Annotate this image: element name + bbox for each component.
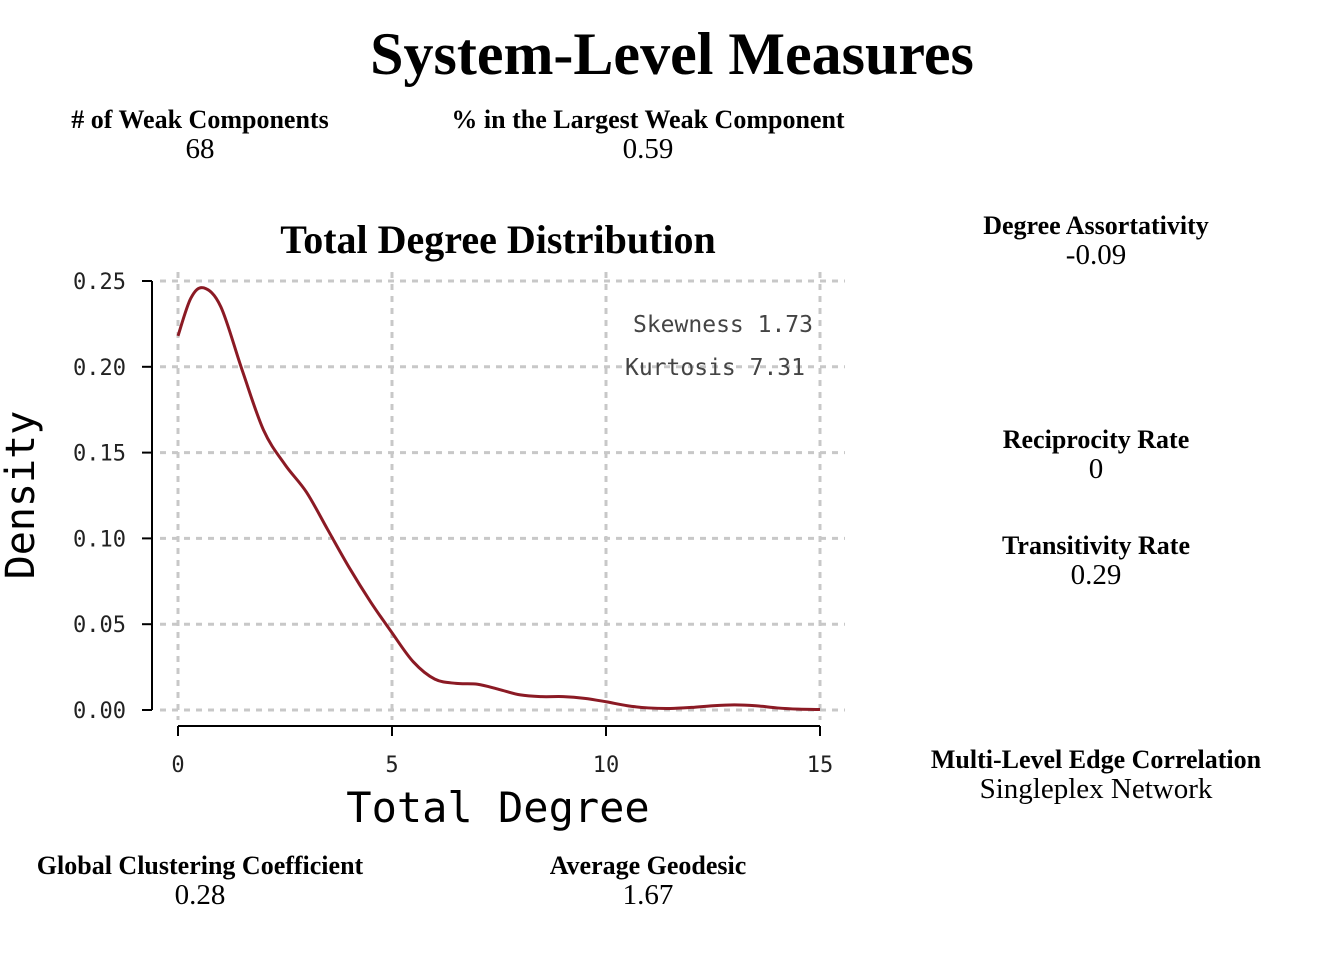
avg-geodesic-measure: Average Geodesic 1.67 xyxy=(488,851,808,911)
largest-weak-value: 0.59 xyxy=(622,133,674,165)
transitivity-value: 0.29 xyxy=(1070,559,1122,591)
degree-assortativity-label: Degree Assortativity xyxy=(983,211,1209,240)
x-tick-label-0: 0 xyxy=(171,753,184,778)
multi-level-measure: Multi-Level Edge Correlation Singleplex … xyxy=(906,745,1286,805)
x-tick-label-3: 15 xyxy=(807,753,834,778)
degree-distribution-chart: 0.00 0.05 0.10 0.15 0.20 0.25 0 5 10 15 Total Deg… xyxy=(0,217,845,832)
chart-axes: 0.00 0.05 0.10 0.15 0.20 0.25 0 5 10 15 xyxy=(73,270,833,778)
avg-geodesic-label: Average Geodesic xyxy=(549,851,747,880)
y-tick-label-1: 0.05 xyxy=(73,613,126,638)
transitivity-measure: Transitivity Rate 0.29 xyxy=(936,531,1256,591)
chart-title: Total Degree Distribution xyxy=(280,217,716,262)
degree-assortativity-measure: Degree Assortativity -0.09 xyxy=(936,211,1256,271)
x-axis-label: Total Degree xyxy=(346,783,649,832)
global-clustering-label: Global Clustering Coefficient xyxy=(36,851,364,880)
x-tick-label-1: 5 xyxy=(385,753,398,778)
largest-weak-label: % in the Largest Weak Component xyxy=(451,105,845,134)
skewness-annotation: Skewness 1.73 xyxy=(633,312,813,338)
page-title: System-Level Measures xyxy=(370,21,974,87)
reciprocity-label: Reciprocity Rate xyxy=(1002,425,1190,454)
x-tick-label-2: 10 xyxy=(593,753,620,778)
avg-geodesic-value: 1.67 xyxy=(622,879,674,911)
reciprocity-measure: Reciprocity Rate 0 xyxy=(936,425,1256,485)
transitivity-label: Transitivity Rate xyxy=(1002,531,1190,560)
y-axis-label: Density xyxy=(0,411,44,580)
weak-components-measure: # of Weak Components 68 xyxy=(40,105,360,165)
chart-grid xyxy=(160,272,845,720)
multi-level-label: Multi-Level Edge Correlation xyxy=(930,745,1262,774)
y-tick-label-2: 0.10 xyxy=(73,527,126,552)
global-clustering-value: 0.28 xyxy=(174,879,226,911)
kurtosis-annotation: Kurtosis 7.31 xyxy=(625,355,805,381)
degree-assortativity-value: -0.09 xyxy=(1065,239,1127,271)
multi-level-value: Singleplex Network xyxy=(979,773,1213,805)
weak-components-label: # of Weak Components xyxy=(71,105,329,134)
y-tick-label-5: 0.25 xyxy=(73,270,126,295)
largest-weak-measure: % in the Largest Weak Component 0.59 xyxy=(428,105,868,165)
y-tick-label-4: 0.20 xyxy=(73,356,126,381)
y-tick-label-0: 0.00 xyxy=(73,699,126,724)
global-clustering-measure: Global Clustering Coefficient 0.28 xyxy=(10,851,390,911)
chart-line-layer xyxy=(176,286,821,711)
y-tick-label-3: 0.15 xyxy=(73,442,126,467)
weak-components-value: 68 xyxy=(185,133,215,165)
reciprocity-value: 0 xyxy=(1088,453,1104,485)
density-curve-0 xyxy=(176,286,821,711)
